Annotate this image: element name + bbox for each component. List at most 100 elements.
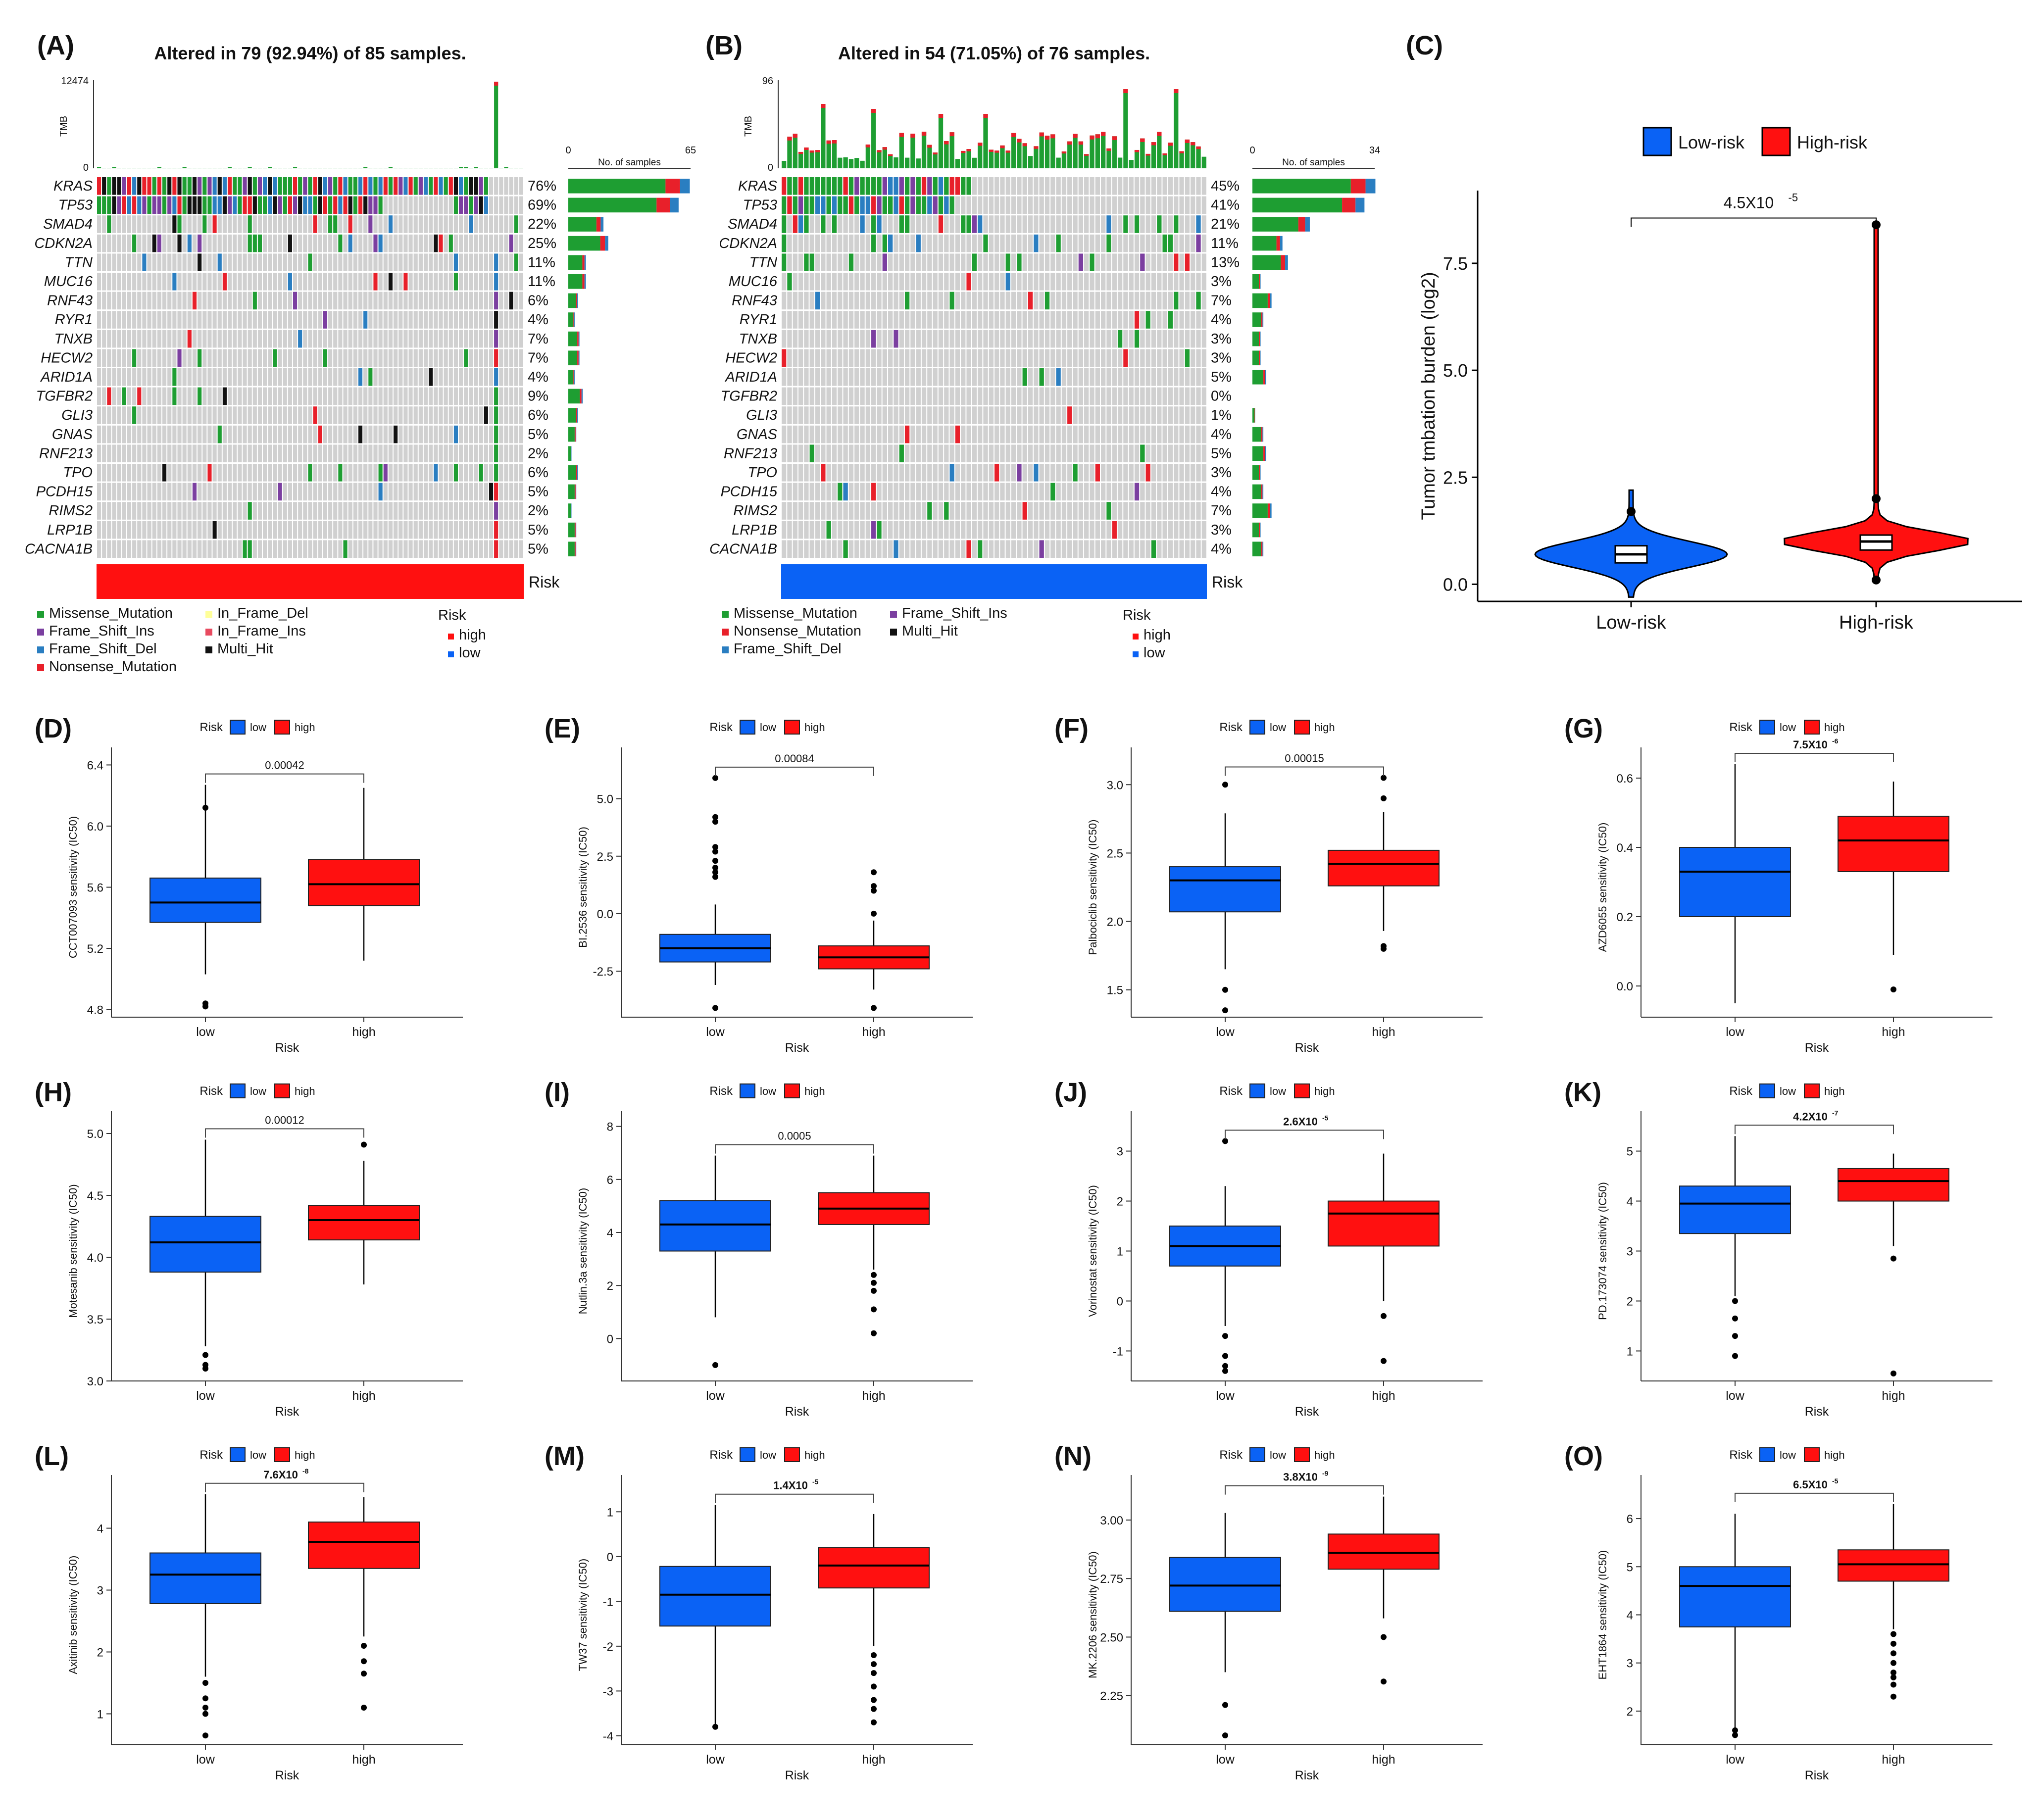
pvalue-bracket bbox=[205, 1482, 364, 1492]
y-tick-label: 4 bbox=[1627, 1609, 1633, 1623]
mutation-cell bbox=[429, 253, 433, 271]
mutation-cell bbox=[408, 540, 413, 558]
legend-swatch-high bbox=[1294, 1447, 1310, 1462]
mutation-cell bbox=[938, 464, 944, 482]
mutation-cell bbox=[1011, 521, 1016, 539]
mutation-cell bbox=[995, 444, 999, 462]
mutation-cell bbox=[303, 483, 307, 501]
mutation-cell bbox=[499, 483, 503, 501]
mutation-cell bbox=[894, 521, 898, 539]
mutation-cell bbox=[1123, 464, 1128, 482]
mutation-cell bbox=[343, 234, 348, 252]
mutation-cell bbox=[804, 368, 809, 386]
mutation-cell bbox=[944, 292, 949, 310]
mutation-cell bbox=[107, 444, 111, 462]
mutation-cell bbox=[978, 464, 983, 482]
pvalue-label: 0.00084 bbox=[775, 752, 814, 765]
mutation-cell bbox=[1056, 234, 1061, 252]
mutation-cell bbox=[1106, 196, 1111, 214]
gene-label: PCDH15 bbox=[36, 484, 93, 500]
mutation-cell bbox=[1179, 502, 1184, 520]
mutation-cell bbox=[1174, 177, 1179, 195]
mutation-cell bbox=[308, 502, 312, 520]
mutation-cell bbox=[257, 425, 262, 443]
mutation-cell bbox=[122, 311, 126, 329]
mutation-cell bbox=[1151, 349, 1156, 367]
mutation-cell bbox=[972, 483, 977, 501]
tmb-bar bbox=[1039, 132, 1044, 168]
mutation-cell bbox=[333, 253, 338, 271]
mutation-cell bbox=[826, 483, 831, 501]
mutation-cell bbox=[403, 464, 408, 482]
mutation-cell bbox=[142, 196, 147, 214]
mutation-cell bbox=[207, 330, 212, 348]
mutation-cell bbox=[983, 177, 988, 195]
mutation-cell bbox=[1168, 177, 1173, 195]
mutation-cell bbox=[838, 215, 843, 233]
mutation-cell bbox=[504, 387, 508, 405]
mutation-cell bbox=[910, 253, 915, 271]
mutation-cell bbox=[1196, 273, 1201, 291]
mutation-cell bbox=[1044, 177, 1050, 195]
mutation-cell bbox=[1000, 349, 1005, 367]
mutation-cell bbox=[222, 521, 227, 539]
mutation-cell bbox=[102, 521, 106, 539]
mutation-cell bbox=[1129, 444, 1134, 462]
mutation-cell bbox=[1050, 330, 1055, 348]
mutation-cell bbox=[804, 483, 809, 501]
mutation-cell bbox=[1145, 444, 1150, 462]
mutation-cell bbox=[865, 483, 871, 501]
mutation-cell bbox=[938, 502, 944, 520]
mutation-cell bbox=[1106, 502, 1111, 520]
sample-count-bar bbox=[568, 465, 576, 480]
mutation-cell bbox=[1022, 502, 1027, 520]
mutation-cell bbox=[469, 273, 473, 291]
mutation-cell bbox=[854, 330, 859, 348]
mutation-cell bbox=[1179, 464, 1184, 482]
x-tick-label: low bbox=[1216, 1753, 1235, 1767]
mutation-cell bbox=[373, 253, 378, 271]
mutation-cell bbox=[142, 215, 147, 233]
outlier bbox=[1222, 986, 1228, 993]
tmb-bar bbox=[1017, 139, 1022, 168]
mutation-cell bbox=[826, 464, 831, 482]
mutation-cell bbox=[429, 215, 433, 233]
mutation-cell bbox=[308, 330, 312, 348]
mutation-cell bbox=[207, 311, 212, 329]
mutation-cell bbox=[1005, 406, 1010, 424]
mutation-cell bbox=[1179, 273, 1184, 291]
mutation-cell bbox=[1140, 540, 1145, 558]
outlier bbox=[871, 1719, 877, 1725]
sample-count-bar bbox=[576, 293, 577, 308]
mutation-cell bbox=[263, 273, 267, 291]
mutation-cell bbox=[439, 444, 443, 462]
mutation-cell bbox=[1106, 540, 1111, 558]
mutation-cell bbox=[904, 273, 910, 291]
mutation-cell bbox=[888, 311, 893, 329]
mutation-cell bbox=[1185, 406, 1190, 424]
mutation-cell bbox=[484, 502, 488, 520]
mutation-cell bbox=[122, 253, 126, 271]
tmb-bar-top bbox=[1157, 132, 1162, 136]
mutation-cell bbox=[854, 273, 859, 291]
mutation-cell bbox=[378, 311, 383, 329]
mutation-cell bbox=[888, 425, 893, 443]
mutation-cell bbox=[368, 425, 373, 443]
mutation-cell bbox=[1196, 330, 1201, 348]
legend-swatch-low bbox=[1642, 127, 1672, 156]
mutation-cell bbox=[202, 502, 207, 520]
mutation-cell bbox=[212, 311, 217, 329]
mutation-cell bbox=[1151, 406, 1156, 424]
mutation-cell bbox=[1151, 502, 1156, 520]
mutation-cell bbox=[257, 387, 262, 405]
mutation-cell bbox=[479, 273, 483, 291]
mutation-cell bbox=[494, 253, 498, 271]
mutation-cell bbox=[1201, 330, 1206, 348]
mutation-cell bbox=[1174, 483, 1179, 501]
tmb-bar-top bbox=[871, 109, 876, 113]
outlier bbox=[202, 1705, 208, 1711]
mutation-cell bbox=[938, 425, 944, 443]
box-high bbox=[1328, 1200, 1440, 1247]
mutation-cell bbox=[167, 234, 172, 252]
mutation-cell bbox=[899, 502, 904, 520]
